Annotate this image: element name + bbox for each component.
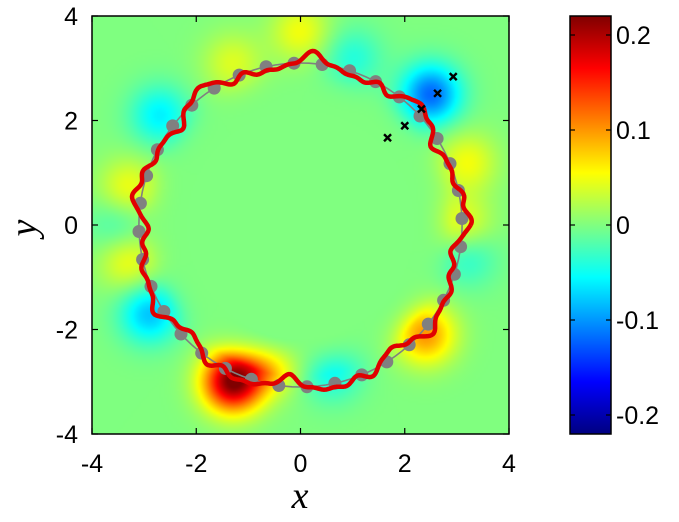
- x-marker: [448, 72, 458, 81]
- x-marker: [417, 104, 426, 114]
- colorbar: 0.2 0.1 0 -0.1 -0.2: [569, 15, 659, 435]
- overlay-layer: [129, 48, 474, 394]
- x-tick-label: 2: [398, 450, 412, 478]
- plot-area: [91, 15, 510, 435]
- colorbar-tick-label: 0.1: [616, 117, 651, 145]
- colorbar-tick-label: -0.2: [616, 402, 659, 430]
- x-tick-label: -2: [185, 450, 207, 478]
- heatmap-field: [92, 16, 509, 434]
- colorbar-gradient: [569, 15, 612, 435]
- colorbar-ticks: 0.2 0.1 0 -0.1 -0.2: [570, 22, 659, 430]
- gray-dot: [166, 119, 180, 133]
- colorbar-tick-label: -0.1: [616, 307, 659, 335]
- y-tick-label: 0: [64, 212, 78, 240]
- axes: -4 -2 0 2 4 4 2 0 -2 -4 x y: [3, 3, 516, 517]
- x-tick-label: 0: [294, 450, 308, 478]
- gray-dot: [455, 212, 469, 225]
- x-axis-label: x: [291, 475, 309, 517]
- x-tick-label: 4: [502, 450, 516, 478]
- y-tick-label: -4: [56, 421, 78, 449]
- x-marker: [400, 121, 410, 131]
- red-contour: [129, 48, 474, 392]
- y-tick-label: 2: [64, 108, 78, 136]
- x-marker: [383, 133, 392, 143]
- x-tick-label: -4: [81, 450, 103, 478]
- y-tick-label: -2: [56, 317, 78, 345]
- x-marker: [433, 88, 442, 98]
- gray-dot: [132, 225, 146, 238]
- y-axis-label: y: [3, 219, 45, 240]
- colorbar-tick-label: 0.2: [616, 22, 651, 50]
- y-tick-label: 4: [64, 3, 78, 31]
- colorbar-tick-label: 0: [616, 212, 630, 240]
- gray-dot: [421, 317, 435, 331]
